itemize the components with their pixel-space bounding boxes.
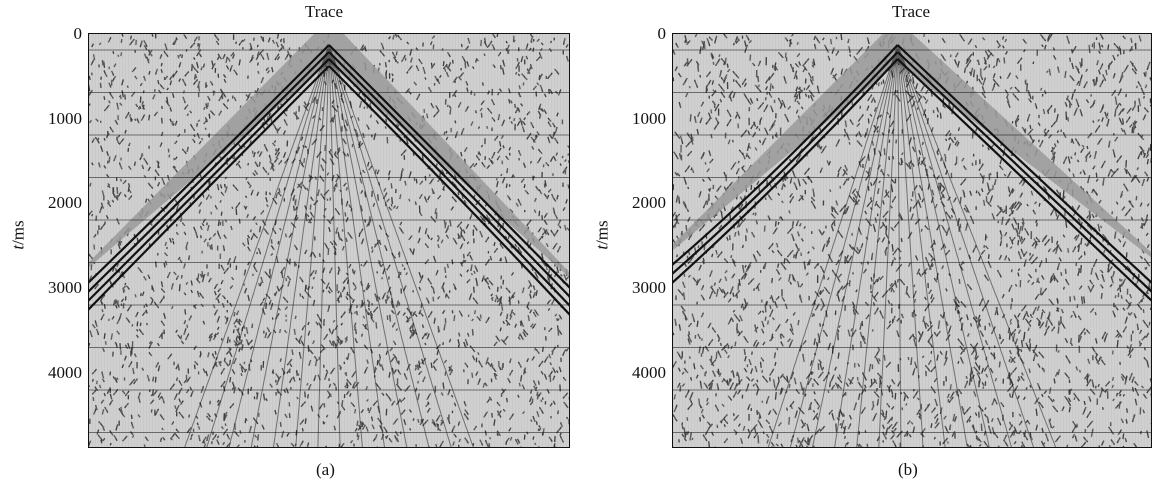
panel-b-ytick-2000: 2000 xyxy=(632,193,666,212)
time-gridlines xyxy=(672,49,1152,433)
panel-b-caption: (b) xyxy=(898,460,918,479)
panel-a: Trace 0 1000 2000 3000 4000 t/ms (a) xyxy=(0,0,580,487)
panel-b-title: Trace xyxy=(892,2,931,21)
panel-b-ytick-0: 0 xyxy=(657,24,667,43)
panel-a-ytick-3000: 3000 xyxy=(48,278,82,297)
panel-a-ytick-4000: 4000 xyxy=(48,363,82,382)
panel-a-caption: (a) xyxy=(316,460,335,479)
panel-b-ytick-1000: 1000 xyxy=(632,109,666,128)
seismic-gather-a xyxy=(88,33,570,448)
panel-a-ytick-2000: 2000 xyxy=(48,193,82,212)
panel-b-ylabel-unit: /ms xyxy=(592,220,612,245)
panel-b-ylabel: t/ms xyxy=(593,220,613,249)
panel-a-ylabel-unit: /ms xyxy=(8,220,28,245)
time-gridlines xyxy=(88,49,570,433)
panel-a-title: Trace xyxy=(305,2,344,21)
first-arrival-events xyxy=(88,44,570,448)
panel-a-ytick-1000: 1000 xyxy=(48,109,82,128)
panel-a-ytick-0: 0 xyxy=(73,24,83,43)
panel-b-ytick-4000: 4000 xyxy=(632,363,666,382)
panel-a-ylabel-var: t xyxy=(8,244,28,250)
first-arrival-events xyxy=(672,44,1152,448)
panel-b-ytick-3000: 3000 xyxy=(632,278,666,297)
panel-b: Trace 0 1000 2000 3000 4000 t/ms (b) xyxy=(580,0,1163,487)
seismic-gather-b xyxy=(672,33,1152,448)
panel-b-ylabel-var: t xyxy=(592,244,612,250)
panel-a-ylabel: t/ms xyxy=(9,220,29,249)
